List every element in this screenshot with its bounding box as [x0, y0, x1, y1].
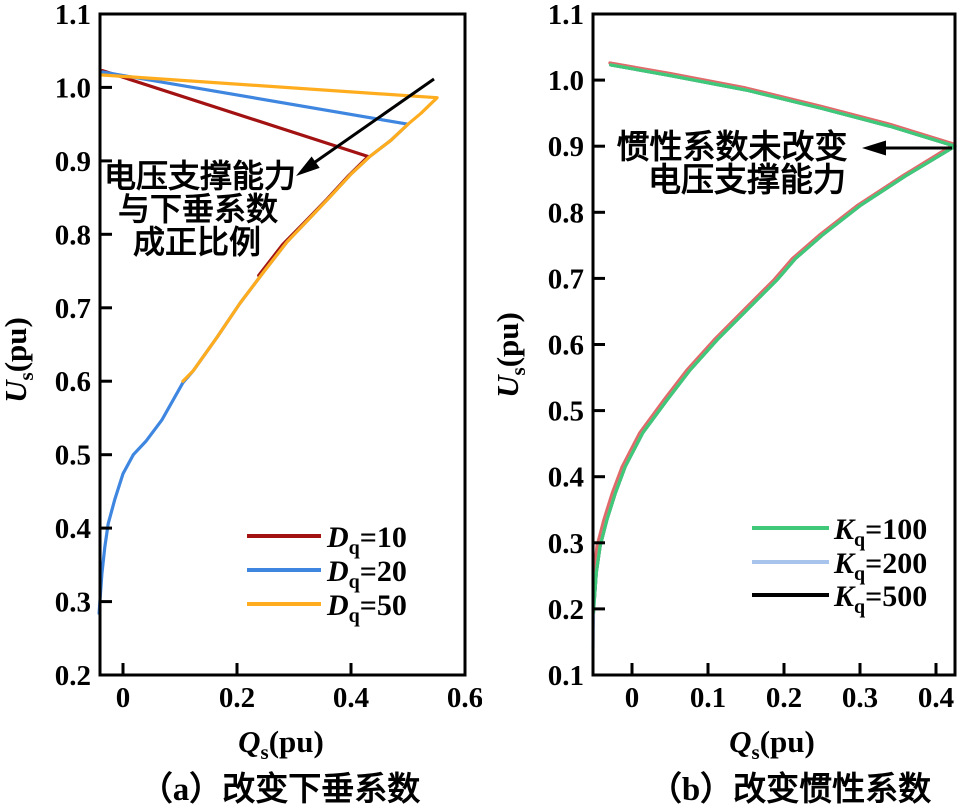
legend-a-label-dq50: Dq=50	[326, 589, 407, 627]
y-tick-label: 0.6	[548, 330, 584, 362]
arrow-head-a	[296, 156, 320, 176]
panel-b: 0 0.1 0.2 0.3 0.4 1.1 1.0 0.9 0.8 0.7 0.6 0.5 0.4 0.3…	[482, 0, 964, 812]
curve-overlap-fringe	[592, 61, 956, 575]
y-tick-label: 0.9	[548, 131, 584, 163]
legend-b-label-kq500: Kq=500	[833, 580, 927, 618]
ticks-layer-b: 0 0.1 0.2 0.3 0.4 1.1 1.0 0.9 0.8 0.7 0.6 0.5 0.4 0.3…	[548, 0, 954, 714]
y-tick-label: 0.3	[548, 528, 584, 560]
annotation-arrow-b	[862, 140, 952, 156]
y-tick-label: 0.7	[55, 293, 91, 325]
x-tick-label: 0.1	[690, 682, 726, 714]
ticks-layer-a: 0 0.2 0.4 0.6 1.1 1.0 0.9 0.8 0.7 0.6 0.5 0.4 0.3 0.2	[55, 0, 482, 714]
y-axis-label-a: Us(pu)	[0, 317, 38, 403]
x-tick-label: 0.3	[842, 682, 878, 714]
annotation-a-line2: 与下垂系数	[118, 191, 279, 227]
x-tick-label: 0	[116, 682, 131, 714]
y-tick-label: 0.1	[548, 660, 584, 692]
y-tick-label: 0.7	[548, 263, 584, 295]
plot-a: 0 0.2 0.4 0.6 1.1 1.0 0.9 0.8 0.7 0.6 0.5 0.4 0.3 0.2…	[0, 0, 482, 808]
y-tick-label: 0.8	[55, 219, 91, 251]
x-tick-label: 0.6	[447, 682, 482, 714]
arrow-head-b	[862, 140, 886, 156]
y-tick-label: 0.5	[55, 440, 91, 472]
x-tick-label: 0.4	[333, 682, 369, 714]
y-tick-label: 0.8	[548, 197, 584, 229]
y-tick-label: 0.9	[55, 146, 91, 178]
x-tick-label: 0.2	[766, 682, 802, 714]
x-tick-label: 0.4	[918, 682, 954, 714]
plot-b: 0 0.1 0.2 0.3 0.4 1.1 1.0 0.9 0.8 0.7 0.6 0.5 0.4 0.3…	[490, 0, 957, 808]
panel-a: 0 0.2 0.4 0.6 1.1 1.0 0.9 0.8 0.7 0.6 0.5 0.4 0.3 0.2…	[0, 0, 482, 808]
annotation-b-line2: 电压支撑能力	[648, 162, 846, 199]
plot-frame-b	[591, 12, 957, 677]
y-tick-label: 0.4	[548, 462, 584, 494]
y-tick-label: 0.2	[55, 660, 91, 692]
x-tick-label: 0.2	[219, 682, 255, 714]
x-axis-label-b: Qs(pu)	[729, 724, 815, 764]
legend-b-label-kq200: Kq=200	[833, 547, 927, 585]
annotation-a-line3: 成正比例	[133, 224, 261, 260]
legend-a-label-dq10: Dq=10	[326, 521, 407, 559]
annotation-a-line1: 电压支撑能力	[104, 158, 296, 194]
arrow-line-a	[307, 77, 435, 169]
y-tick-label: 1.1	[55, 0, 91, 31]
curve-Kq=100	[592, 63, 957, 614]
x-axis-label-a: Qs(pu)	[238, 724, 324, 764]
annotation-b-line1: 惯性系数未改变	[617, 128, 848, 166]
y-tick-label: 0.2	[548, 594, 584, 626]
x-tick-label: 0	[625, 682, 640, 714]
legend-b: Kq=100 Kq=200 Kq=500	[752, 513, 927, 618]
y-tick-label: 0.4	[55, 513, 91, 545]
y-tick-label: 1.1	[548, 0, 584, 31]
caption-b: （b）改变惯性系数	[649, 770, 932, 808]
y-tick-label: 0.3	[55, 587, 91, 619]
y-tick-label: 0.6	[55, 366, 91, 398]
y-tick-label: 1.0	[55, 72, 91, 104]
annotation-arrow-a	[296, 77, 435, 176]
plot-frame-a	[98, 12, 467, 677]
legend-b-label-kq100: Kq=100	[833, 513, 927, 551]
legend-a-label-dq20: Dq=20	[326, 555, 407, 593]
curve-Dq=50	[100, 73, 439, 383]
y-tick-label: 1.0	[548, 65, 584, 97]
curves-layer-a	[97, 69, 439, 615]
legend-a: Dq=10 Dq=20 Dq=50	[247, 521, 407, 627]
y-axis-label-b: Us(pu)	[490, 312, 530, 398]
caption-a: （a）改变下垂系数	[140, 770, 422, 808]
curves-layer-b	[591, 61, 957, 651]
y-tick-label: 0.5	[548, 396, 584, 428]
